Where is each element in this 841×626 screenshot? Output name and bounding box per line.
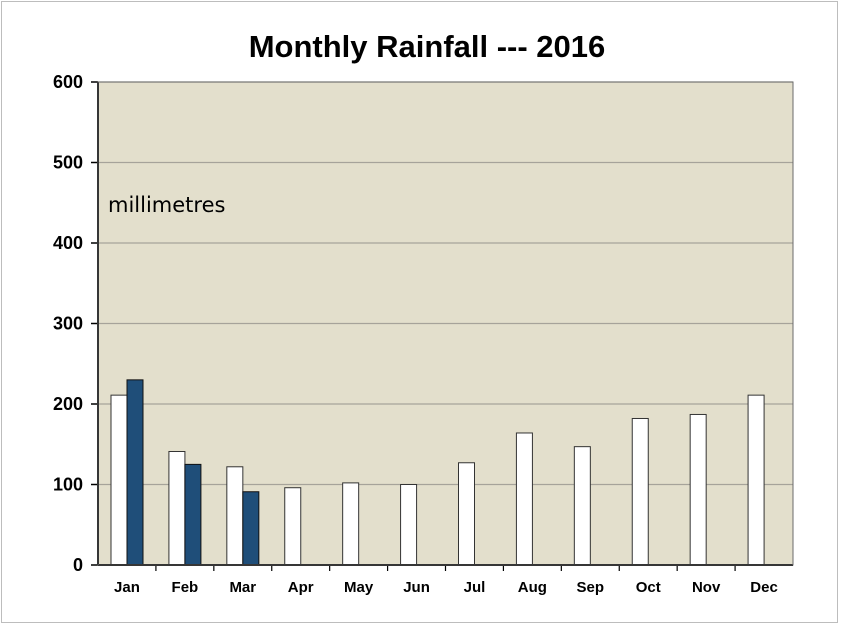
axes — [97, 81, 794, 566]
y-tick-label: 100 — [53, 475, 83, 495]
bar-feb-series-1 — [168, 450, 186, 566]
y-tick-label: 0 — [73, 555, 83, 575]
x-tick-labels: Jan Feb Mar Apr May Jun Jul Aug Sep Oct Nov Dec — [114, 579, 778, 596]
x-tick-label-oct: Oct — [636, 579, 661, 596]
x-tick-label-jan: Jan — [114, 579, 140, 596]
bar-sep-series-1 — [573, 446, 591, 566]
y-tick-labels: 0 100 200 300 400 500 600 — [53, 72, 83, 575]
x-tick-label-jun: Jun — [403, 579, 430, 596]
y-tick-label: 400 — [53, 233, 83, 253]
bar-jun-series-1 — [400, 484, 418, 566]
x-tick-label-may: May — [344, 579, 374, 596]
bar-jan-series-2 — [126, 379, 144, 566]
unit-annotation: millimetres — [108, 193, 225, 217]
bar-dec-series-1 — [747, 394, 765, 566]
bar-jul-series-1 — [458, 462, 475, 566]
x-tick-label-nov: Nov — [692, 579, 721, 596]
y-tick-label: 500 — [53, 153, 83, 173]
bars — [110, 379, 765, 566]
x-tick-label-dec: Dec — [750, 579, 778, 596]
x-tick-label-aug: Aug — [518, 579, 547, 596]
y-tick-label: 300 — [53, 314, 83, 334]
chart-title: Monthly Rainfall --- 2016 — [249, 29, 606, 64]
x-tick-label-apr: Apr — [288, 579, 314, 596]
x-tick-label-mar: Mar — [229, 579, 256, 596]
y-tick-label: 600 — [53, 72, 83, 92]
x-tick-label-jul: Jul — [464, 579, 486, 596]
bar-mar-series-1 — [226, 466, 244, 566]
bar-feb-series-2 — [184, 463, 202, 566]
bar-may-series-1 — [342, 482, 360, 566]
y-tick-label: 200 — [53, 394, 83, 414]
bar-jan-series-1 — [110, 394, 128, 566]
plot-border — [97, 81, 794, 566]
bar-aug-series-1 — [515, 432, 533, 566]
gridlines — [91, 81, 793, 571]
x-tick-label-sep: Sep — [577, 579, 605, 596]
bar-mar-series-2 — [242, 491, 260, 566]
bar-nov-series-1 — [689, 413, 707, 566]
x-tick-label-feb: Feb — [172, 579, 199, 596]
bar-apr-series-1 — [284, 487, 302, 566]
bar-oct-series-1 — [631, 417, 649, 566]
